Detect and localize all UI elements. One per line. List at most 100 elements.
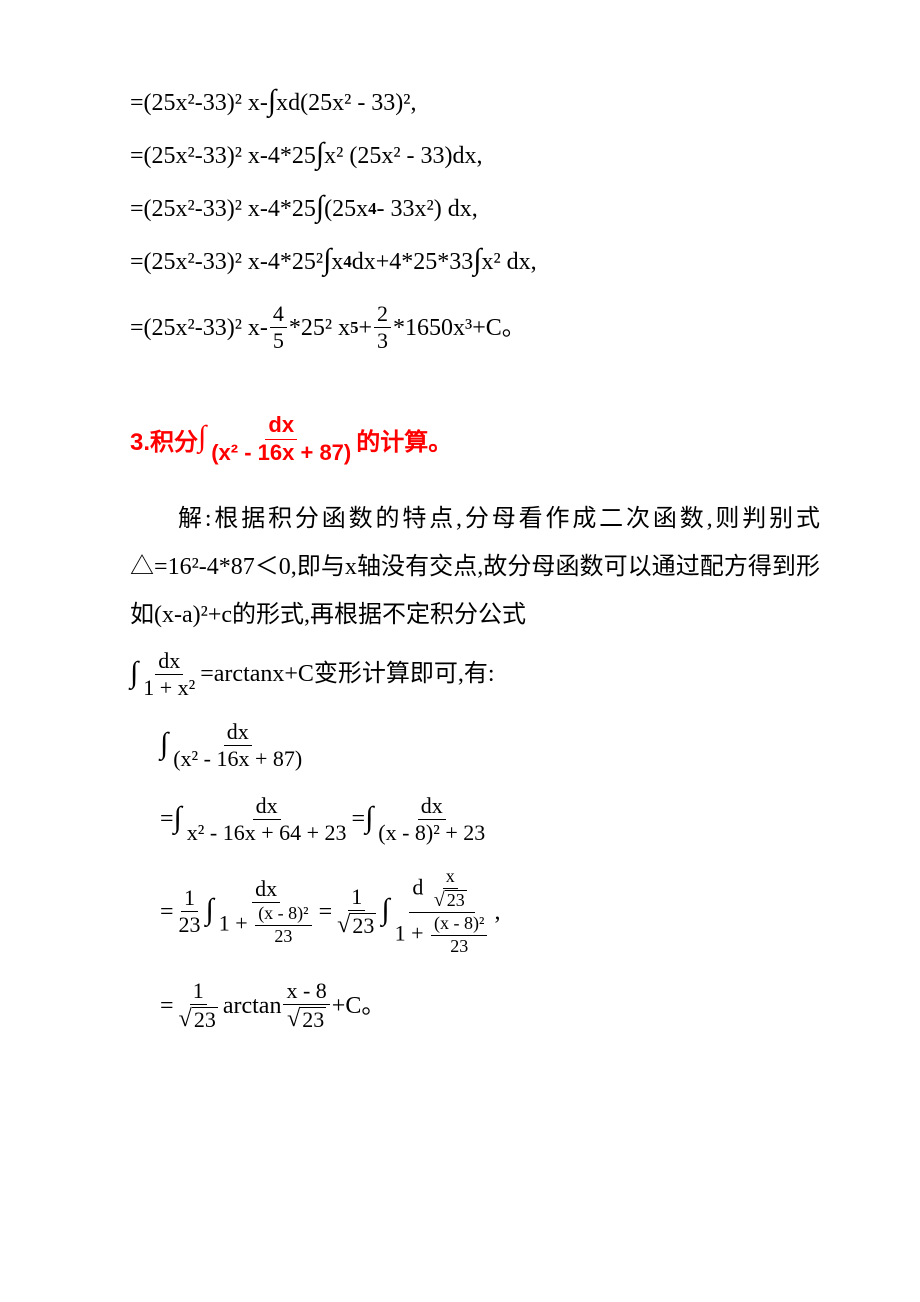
frac: 1 23	[334, 885, 379, 939]
frac-den: 23	[176, 912, 204, 937]
section-prefix: 3.积分	[130, 422, 198, 457]
frac-num: x - 8	[283, 979, 329, 1005]
frac-num: (x - 8)²	[255, 904, 311, 926]
frac-num: 1	[190, 979, 207, 1005]
frac: x - 8 23	[283, 979, 329, 1033]
frac-den: 3	[374, 328, 391, 353]
eq1-l2-a: =(25x²-33)² x-4*25	[130, 138, 316, 174]
frac: dx (x - 8)² + 23	[375, 794, 488, 845]
frac-num: 1	[181, 886, 198, 912]
eq: =	[160, 988, 174, 1024]
sqrt-body: 23	[350, 913, 376, 938]
eq1-l4-b: x	[331, 244, 343, 280]
sqrt-icon: 23	[337, 912, 376, 939]
eq1-l1-a: =(25x²-33)² x-	[130, 85, 268, 121]
nested-frac: (x - 8)² 23	[255, 904, 311, 947]
frac: 1 23	[176, 979, 221, 1033]
frac-num: (x - 8)²	[431, 914, 487, 936]
nested-frac: (x - 8)² 23	[431, 914, 487, 957]
frac-den: 23	[447, 936, 471, 957]
frac-den: 1 + (x - 8)² 23	[216, 903, 317, 947]
frac: dx (x² - 16x + 87)	[208, 413, 354, 464]
eq: =	[319, 894, 333, 930]
section-suffix: 的计算。	[356, 422, 452, 457]
sqrt-body: 23	[300, 1007, 326, 1032]
frac: 4 5	[270, 302, 287, 353]
eq: =	[352, 801, 366, 837]
eq1-l2-b: x² (25x² - 33)	[324, 138, 452, 174]
integral-icon: ∫	[198, 420, 206, 454]
frac-den: 23	[431, 889, 470, 912]
eq2-line2: = ∫ dx x² - 16x + 64 + 23 = ∫ dx (x - 8)…	[160, 794, 820, 845]
sqrt-body: 23	[192, 1007, 218, 1032]
eq1-l3-b: (25x	[324, 191, 368, 227]
frac-den: 23	[284, 1005, 329, 1033]
paragraph-1-formula: ∫ dx 1 + x² =arctanx+C变形计算即可,有:	[130, 649, 820, 700]
paragraph-1b: =arctanx+C变形计算即可,有:	[200, 656, 494, 692]
integral-icon: ∫	[316, 184, 324, 229]
eq1-line1: =(25x²-33)² x- ∫ xd(25x² - 33)²,	[130, 80, 820, 125]
integral-icon: ∫	[323, 237, 331, 282]
eq1-l5-d: *1650x³+C。	[393, 310, 526, 346]
frac-den: x² - 16x + 64 + 23	[184, 820, 350, 845]
eq1-l4-c: dx+4*25*33	[352, 244, 474, 280]
frac-den: 23	[334, 911, 379, 939]
integral-icon: ∫	[473, 237, 481, 282]
frac-num: x	[443, 867, 458, 889]
frac-num: dx	[418, 794, 446, 820]
eq1-l4-d: x² dx,	[481, 244, 536, 280]
frac-den: 1 + (x - 8)² 23	[392, 913, 493, 957]
eq1-l5-b: *25² x	[289, 310, 350, 346]
frac-den: (x² - 16x + 87)	[170, 746, 305, 771]
frac: 2 3	[374, 302, 391, 353]
eq: =	[160, 801, 174, 837]
eq2-line4: = 1 23 arctan x - 8 23 +C。	[160, 979, 820, 1033]
end: +C。	[332, 988, 386, 1024]
frac-num: 1	[348, 885, 365, 911]
den-a: 1 +	[395, 921, 424, 946]
eq2-line3: = 1 23 ∫ dx 1 + (x - 8)² 23 = 1	[160, 867, 820, 957]
frac: d x 23 1 + (x - 8)² 23	[392, 867, 493, 957]
integral-icon: ∫	[381, 887, 389, 932]
eq1-l3-b2: - 33x²) dx,	[377, 191, 478, 227]
frac: dx (x² - 16x + 87)	[170, 720, 305, 771]
frac-den: (x - 8)² + 23	[375, 820, 488, 845]
integral-icon: ∫	[130, 650, 138, 695]
eq1-l5-a: =(25x²-33)² x-	[130, 310, 268, 346]
frac-num: d x 23	[409, 867, 474, 914]
eq: =	[160, 894, 174, 930]
sqrt-body: 23	[445, 890, 467, 911]
frac: 1 23	[176, 886, 204, 937]
sqrt-icon: 23	[179, 1006, 218, 1033]
integral-icon: ∫	[268, 78, 276, 123]
d: d	[412, 874, 423, 899]
paragraph-1a: 解:根据积分函数的特点,分母看作成二次函数,则判别式△=16²-4*87＜0,即…	[130, 495, 820, 639]
sqrt-icon: 23	[287, 1006, 326, 1033]
eq1-l5-c: +	[359, 310, 373, 346]
frac: dx 1 + (x - 8)² 23	[216, 877, 317, 947]
frac-num: 2	[374, 302, 391, 328]
sqrt-icon: 23	[434, 890, 467, 912]
frac-den: 1 + x²	[140, 675, 198, 700]
eq1-line2: =(25x²-33)² x-4*25 ∫ x² (25x² - 33) dx,	[130, 133, 820, 178]
integral-icon: ∫	[316, 131, 324, 176]
integral-icon: ∫	[160, 721, 168, 766]
eq1-l4-a: =(25x²-33)² x-4*25²	[130, 244, 323, 280]
frac: dx x² - 16x + 64 + 23	[184, 794, 350, 845]
frac-num: dx	[155, 649, 183, 675]
eq1-l2-c: dx,	[453, 138, 483, 174]
integral-icon: ∫	[365, 795, 373, 840]
section-3-title: 3.积分 ∫ dx (x² - 16x + 87) 的计算。	[130, 413, 820, 464]
eq2-line1: ∫ dx (x² - 16x + 87)	[160, 720, 820, 771]
frac-den: 23	[271, 926, 295, 947]
eq1-line4: =(25x²-33)² x-4*25² ∫ x4 dx+4*25*33 ∫ x²…	[130, 239, 820, 284]
frac-den: (x² - 16x + 87)	[208, 440, 354, 465]
frac-num: dx	[252, 877, 280, 903]
eq1-line3: =(25x²-33)² x-4*25 ∫ (25x4 - 33x²) dx,	[130, 186, 820, 231]
nested-frac: x 23	[431, 867, 470, 912]
den-a: 1 +	[219, 911, 248, 936]
comma: ,	[494, 894, 500, 930]
eq2-block: ∫ dx (x² - 16x + 87) = ∫ dx x² - 16x + 6…	[160, 720, 820, 1033]
frac-num: dx	[253, 794, 281, 820]
page-content: =(25x²-33)² x- ∫ xd(25x² - 33)², =(25x²-…	[0, 0, 920, 1113]
